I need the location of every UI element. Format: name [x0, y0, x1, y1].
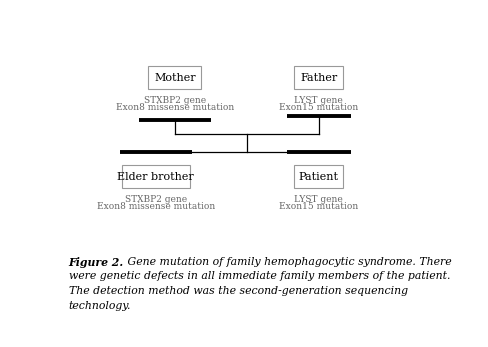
Text: Patient: Patient	[298, 171, 338, 181]
Text: LYST gene: LYST gene	[294, 195, 343, 204]
Text: Father: Father	[300, 73, 337, 83]
Text: STXBP2 gene: STXBP2 gene	[143, 96, 205, 105]
Text: LYST gene: LYST gene	[294, 96, 343, 105]
Text: Exon15 mutation: Exon15 mutation	[279, 103, 358, 112]
Text: Elder brother: Elder brother	[117, 171, 194, 181]
FancyBboxPatch shape	[294, 66, 343, 89]
Text: Exon8 missense mutation: Exon8 missense mutation	[116, 103, 233, 112]
Text: Exon8 missense mutation: Exon8 missense mutation	[97, 202, 215, 211]
FancyBboxPatch shape	[148, 66, 201, 89]
Text: were genetic defects in all immediate family members of the patient.: were genetic defects in all immediate fa…	[68, 271, 449, 281]
Text: Gene mutation of family hemophagocytic syndrome. There: Gene mutation of family hemophagocytic s…	[123, 257, 450, 267]
Text: Exon15 mutation: Exon15 mutation	[279, 202, 358, 211]
Text: Mother: Mother	[154, 73, 195, 83]
Text: The detection method was the second-generation sequencing: The detection method was the second-gene…	[68, 286, 407, 296]
FancyBboxPatch shape	[294, 165, 343, 188]
Text: STXBP2 gene: STXBP2 gene	[124, 195, 186, 204]
Text: Figure 2.: Figure 2.	[68, 257, 123, 268]
FancyBboxPatch shape	[122, 165, 189, 188]
Text: technology.: technology.	[68, 301, 131, 311]
